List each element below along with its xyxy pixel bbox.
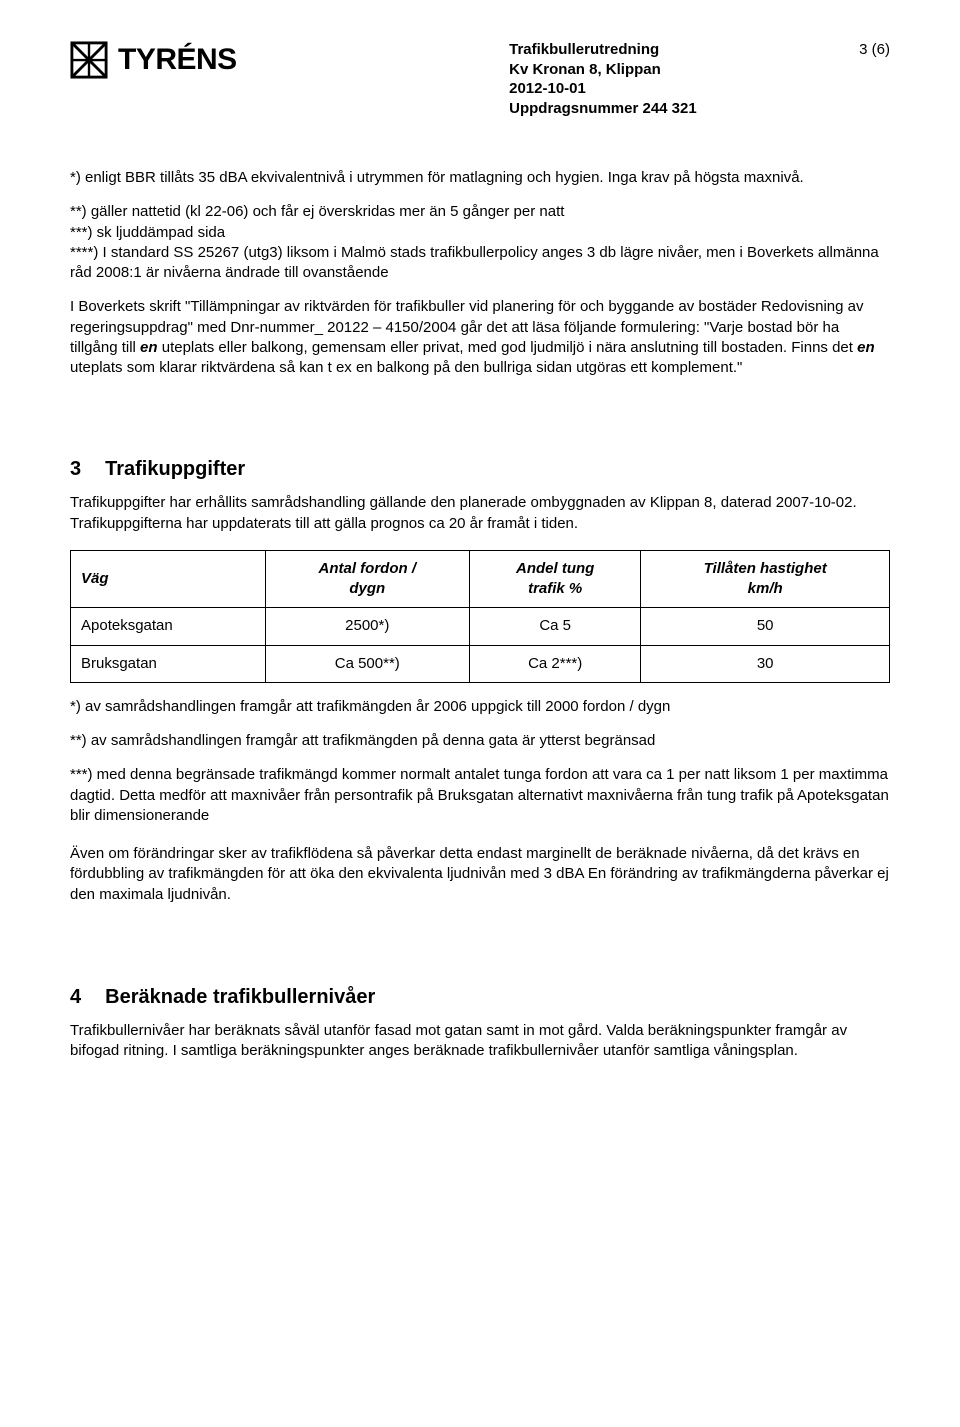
footnote: *) av samrådshandlingen framgår att traf… — [70, 697, 890, 717]
table-cell: Ca 5 — [469, 608, 640, 645]
text-run: uteplats eller balkong, gemensam eller p… — [158, 339, 858, 356]
table-row: Apoteksgatan 2500*) Ca 5 50 — [71, 608, 890, 645]
section-number: 3 — [70, 458, 81, 480]
paragraph: *) enligt BBR tillåts 35 dBA ekvivalentn… — [70, 168, 890, 188]
table-header: Andel tung trafik % — [469, 550, 640, 608]
table-row: Bruksgatan Ca 500**) Ca 2***) 30 — [71, 645, 890, 682]
table-header: Tillåten hastighet km/h — [641, 550, 890, 608]
header-line2: Kv Kronan 8, Klippan — [509, 60, 697, 80]
paragraph: Även om förändringar sker av trafikflöde… — [70, 844, 890, 905]
table-header-line: km/h — [748, 580, 783, 597]
logo-block: TYRÉNS — [70, 40, 237, 81]
table-cell: 2500*) — [265, 608, 469, 645]
emphasis: en — [140, 339, 158, 356]
header-titles: Trafikbullerutredning Kv Kronan 8, Klipp… — [509, 40, 697, 118]
table-header: Väg — [71, 550, 266, 608]
section-title: Trafikuppgifter — [105, 458, 245, 480]
table-cell: Ca 2***) — [469, 645, 640, 682]
header-line1: Trafikbullerutredning — [509, 40, 697, 60]
paragraph: ***) sk ljuddämpad sida — [70, 223, 890, 243]
section-number: 4 — [70, 986, 81, 1008]
section-title: Beräknade trafikbullernivåer — [105, 986, 375, 1008]
page-header: TYRÉNS Trafikbullerutredning Kv Kronan 8… — [70, 40, 890, 118]
header-line4: Uppdragsnummer 244 321 — [509, 99, 697, 119]
tyrens-logo-icon — [70, 41, 108, 79]
table-cell: Bruksgatan — [71, 645, 266, 682]
table-cell: 50 — [641, 608, 890, 645]
table-header: Antal fordon / dygn — [265, 550, 469, 608]
table-header-line: Tillåten hastighet — [704, 560, 827, 577]
table-cell: 30 — [641, 645, 890, 682]
table-header-row: Väg Antal fordon / dygn Andel tung trafi… — [71, 550, 890, 608]
body-text: *) enligt BBR tillåts 35 dBA ekvivalentn… — [70, 168, 890, 378]
table-header-line: Antal fordon / — [319, 560, 417, 577]
page-number: 3 (6) — [859, 40, 890, 60]
header-line3: 2012-10-01 — [509, 79, 697, 99]
traffic-table: Väg Antal fordon / dygn Andel tung trafi… — [70, 550, 890, 683]
logo-text: TYRÉNS — [118, 40, 237, 81]
section-heading-4: 4 Beräknade trafikbullernivåer — [70, 984, 890, 1011]
paragraph: **) gäller nattetid (kl 22-06) och får e… — [70, 202, 890, 222]
table-header-line: Andel tung — [516, 560, 594, 577]
table-cell: Ca 500**) — [265, 645, 469, 682]
table-cell: Apoteksgatan — [71, 608, 266, 645]
table-header-line: dygn — [349, 580, 385, 597]
paragraph: ****) I standard SS 25267 (utg3) liksom … — [70, 243, 890, 284]
footnote: ***) med denna begränsade trafikmängd ko… — [70, 765, 890, 826]
paragraph: I Boverkets skrift "Tillämpningar av rik… — [70, 297, 890, 378]
paragraph: Trafikbullernivåer har beräknats såväl u… — [70, 1021, 890, 1062]
paragraph: Trafikuppgifter har erhållits samrådshan… — [70, 493, 890, 534]
table-header-line: trafik % — [528, 580, 582, 597]
emphasis: en — [857, 339, 875, 356]
footnote: **) av samrådshandlingen framgår att tra… — [70, 731, 890, 751]
section-heading-3: 3 Trafikuppgifter — [70, 456, 890, 483]
text-run: uteplats som klarar riktvärdena så kan t… — [70, 359, 742, 376]
